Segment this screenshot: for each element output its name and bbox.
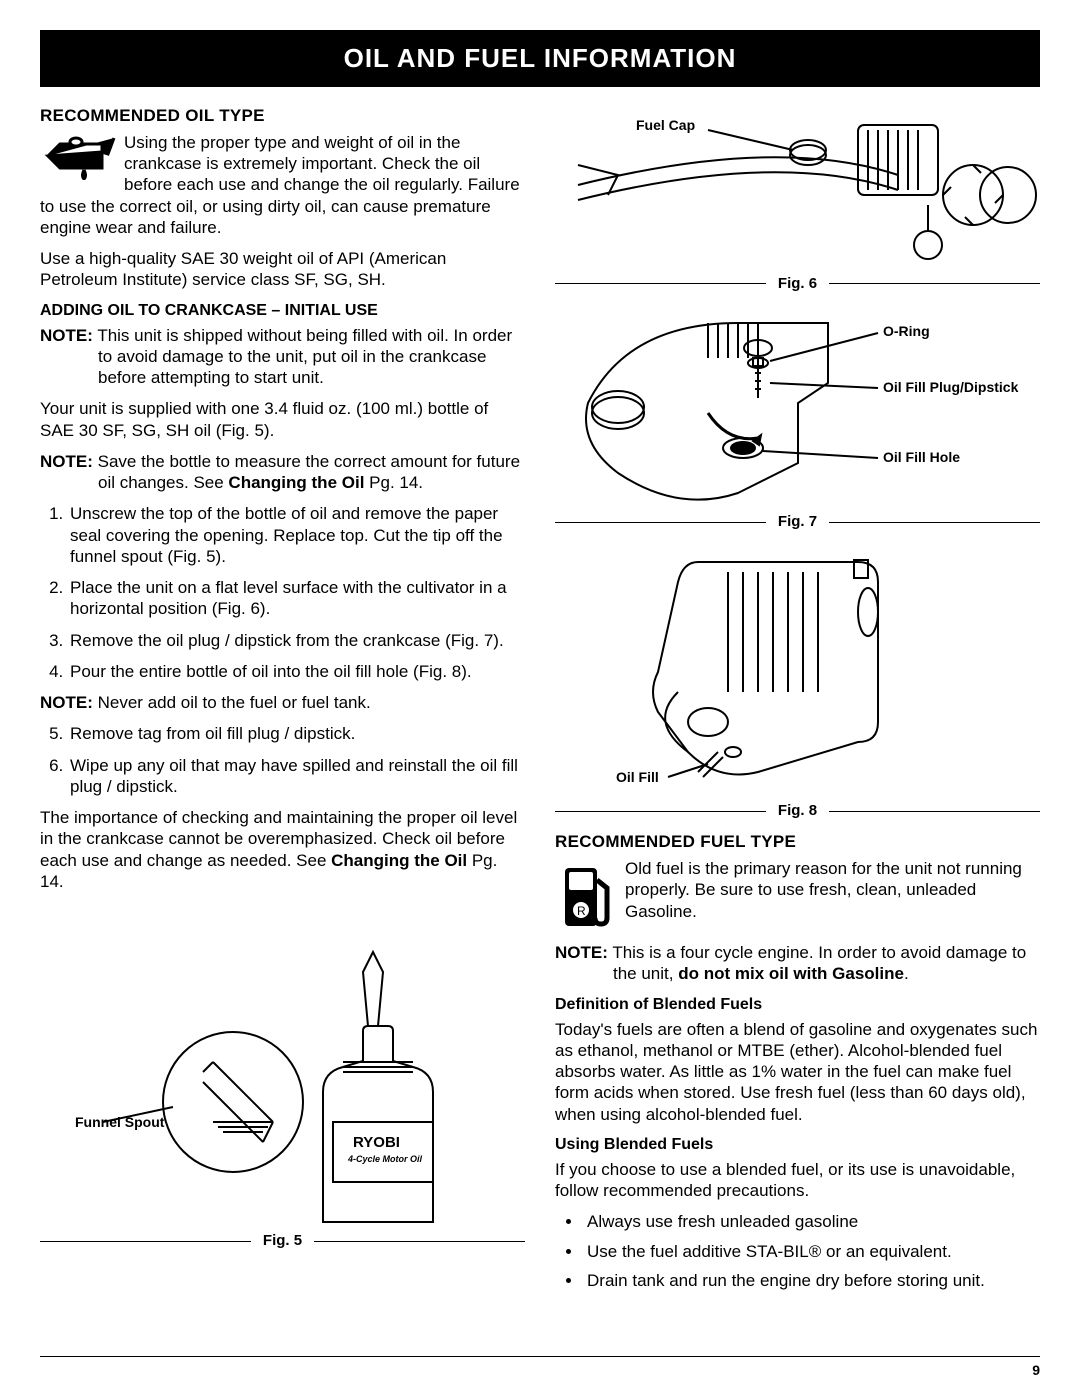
label-oil-hole: Oil Fill Hole — [883, 449, 960, 465]
heading-fuel-type: Recommended Fuel Type — [555, 831, 1040, 852]
figure-7-caption: Fig. 7 — [555, 513, 1040, 532]
note-bold: do not mix oil with Gasoline — [678, 964, 904, 983]
caption-text: Fig. 7 — [766, 513, 829, 532]
figure-5: Funnel Spout RYOBI 4-Cycle Motor Oil Fig… — [40, 922, 525, 1251]
caption-text: Fig. 5 — [251, 1232, 314, 1251]
right-column: Fuel Cap Fig. 6 — [555, 105, 1040, 1300]
paragraph-supplied: Your unit is supplied with one 3.4 fluid… — [40, 398, 525, 441]
note-text: Never add oil to the fuel or fuel tank. — [98, 693, 371, 712]
bullet-item: Drain tank and run the engine dry before… — [583, 1270, 1040, 1291]
label-o-ring: O-Ring — [883, 323, 930, 339]
note-label: NOTE: — [555, 943, 608, 962]
paragraph-oil-intro: Using the proper type and weight of oil … — [40, 132, 525, 238]
svg-text:R: R — [577, 904, 586, 918]
step-item: Remove tag from oil fill plug / dipstick… — [68, 723, 525, 744]
note-label: NOTE: — [40, 452, 93, 471]
caption-text: Fig. 6 — [766, 275, 829, 294]
steps-list-2: Remove tag from oil fill plug / dipstick… — [40, 723, 525, 797]
left-column: Recommended Oil Type Using the proper ty… — [40, 105, 525, 1300]
figure-6-caption: Fig. 6 — [555, 275, 1040, 294]
paragraph-blend-use: If you choose to use a blended fuel, or … — [555, 1159, 1040, 1202]
figure-6: Fuel Cap Fig. 6 — [555, 105, 1040, 294]
fuel-pump-icon: R — [555, 860, 619, 932]
figure-7: O-Ring Oil Fill Plug/Dipstick Oil Fill H… — [555, 303, 1040, 532]
figure-7-diagram: O-Ring Oil Fill Plug/Dipstick Oil Fill H… — [558, 303, 1038, 513]
step-item: Remove the oil plug / dipstick from the … — [68, 630, 525, 651]
figure-8: Oil Fill Fig. 8 — [555, 542, 1040, 821]
note-bold-ref: Changing the Oil — [228, 473, 364, 492]
steps-list-1: Unscrew the top of the bottle of oil and… — [40, 503, 525, 682]
text-fuel-intro: Old fuel is the primary reason for the u… — [625, 859, 1022, 921]
note-save-bottle: NOTE: Save the bottle to measure the cor… — [40, 451, 525, 494]
paragraph-importance: The importance of checking and maintaini… — [40, 807, 525, 892]
figure-5-diagram: Funnel Spout RYOBI 4-Cycle Motor Oil — [73, 922, 493, 1232]
label-oil-fill: Oil Fill — [616, 769, 659, 785]
note-four-cycle: NOTE: This is a four cycle engine. In or… — [555, 942, 1040, 985]
label-fuel-cap: Fuel Cap — [636, 117, 695, 133]
label-brand: RYOBI — [353, 1134, 400, 1151]
note-label: NOTE: — [40, 326, 93, 345]
note-no-oil-fuel: NOTE: Never add oil to the fuel or fuel … — [40, 692, 525, 713]
heading-adding-oil: Adding Oil To Crankcase – Initial Use — [40, 301, 525, 321]
heading-oil-type: Recommended Oil Type — [40, 105, 525, 126]
heading-blend-use: Using Blended Fuels — [555, 1135, 1040, 1155]
figure-5-caption: Fig. 5 — [40, 1232, 525, 1251]
title-bar: Oil and Fuel Information — [40, 30, 1040, 87]
figure-8-caption: Fig. 8 — [555, 802, 1040, 821]
step-item: Pour the entire bottle of oil into the o… — [68, 661, 525, 682]
paragraph-oil-grade: Use a high-quality SAE 30 weight oil of … — [40, 248, 525, 291]
bullets-blend: Always use fresh unleaded gasoline Use t… — [555, 1211, 1040, 1291]
note-text: This unit is shipped without being fille… — [97, 326, 512, 388]
bullet-item: Always use fresh unleaded gasoline — [583, 1211, 1040, 1232]
step-item: Unscrew the top of the bottle of oil and… — [68, 503, 525, 567]
note-text-b: . — [904, 964, 909, 983]
caption-text: Fig. 8 — [766, 802, 829, 821]
figure-8-diagram: Oil Fill — [558, 542, 1038, 802]
paragraph-fuel-intro: R Old fuel is the primary reason for the… — [555, 858, 1040, 932]
footer-rule — [40, 1356, 1040, 1357]
oil-can-icon — [40, 134, 118, 180]
note-label: NOTE: — [40, 693, 93, 712]
heading-blend-def: Definition of Blended Fuels — [555, 995, 1040, 1015]
note-text-b: Pg. 14. — [364, 473, 423, 492]
step-item: Wipe up any oil that may have spilled an… — [68, 755, 525, 798]
label-funnel-spout: Funnel Spout — [75, 1114, 165, 1130]
note-shipped-empty: NOTE: This unit is shipped without being… — [40, 325, 525, 389]
paragraph-blend-def: Today's fuels are often a blend of gasol… — [555, 1019, 1040, 1125]
label-subbrand: 4-Cycle Motor Oil — [347, 1154, 423, 1164]
figure-6-diagram: Fuel Cap — [558, 105, 1038, 275]
text-bold: Changing the Oil — [331, 851, 467, 870]
label-oil-plug: Oil Fill Plug/Dipstick — [883, 379, 1019, 395]
page-number: 9 — [1032, 1362, 1040, 1380]
bullet-item: Use the fuel additive STA-BIL® or an equ… — [583, 1241, 1040, 1262]
two-column-layout: Recommended Oil Type Using the proper ty… — [40, 105, 1040, 1300]
step-item: Place the unit on a flat level surface w… — [68, 577, 525, 620]
